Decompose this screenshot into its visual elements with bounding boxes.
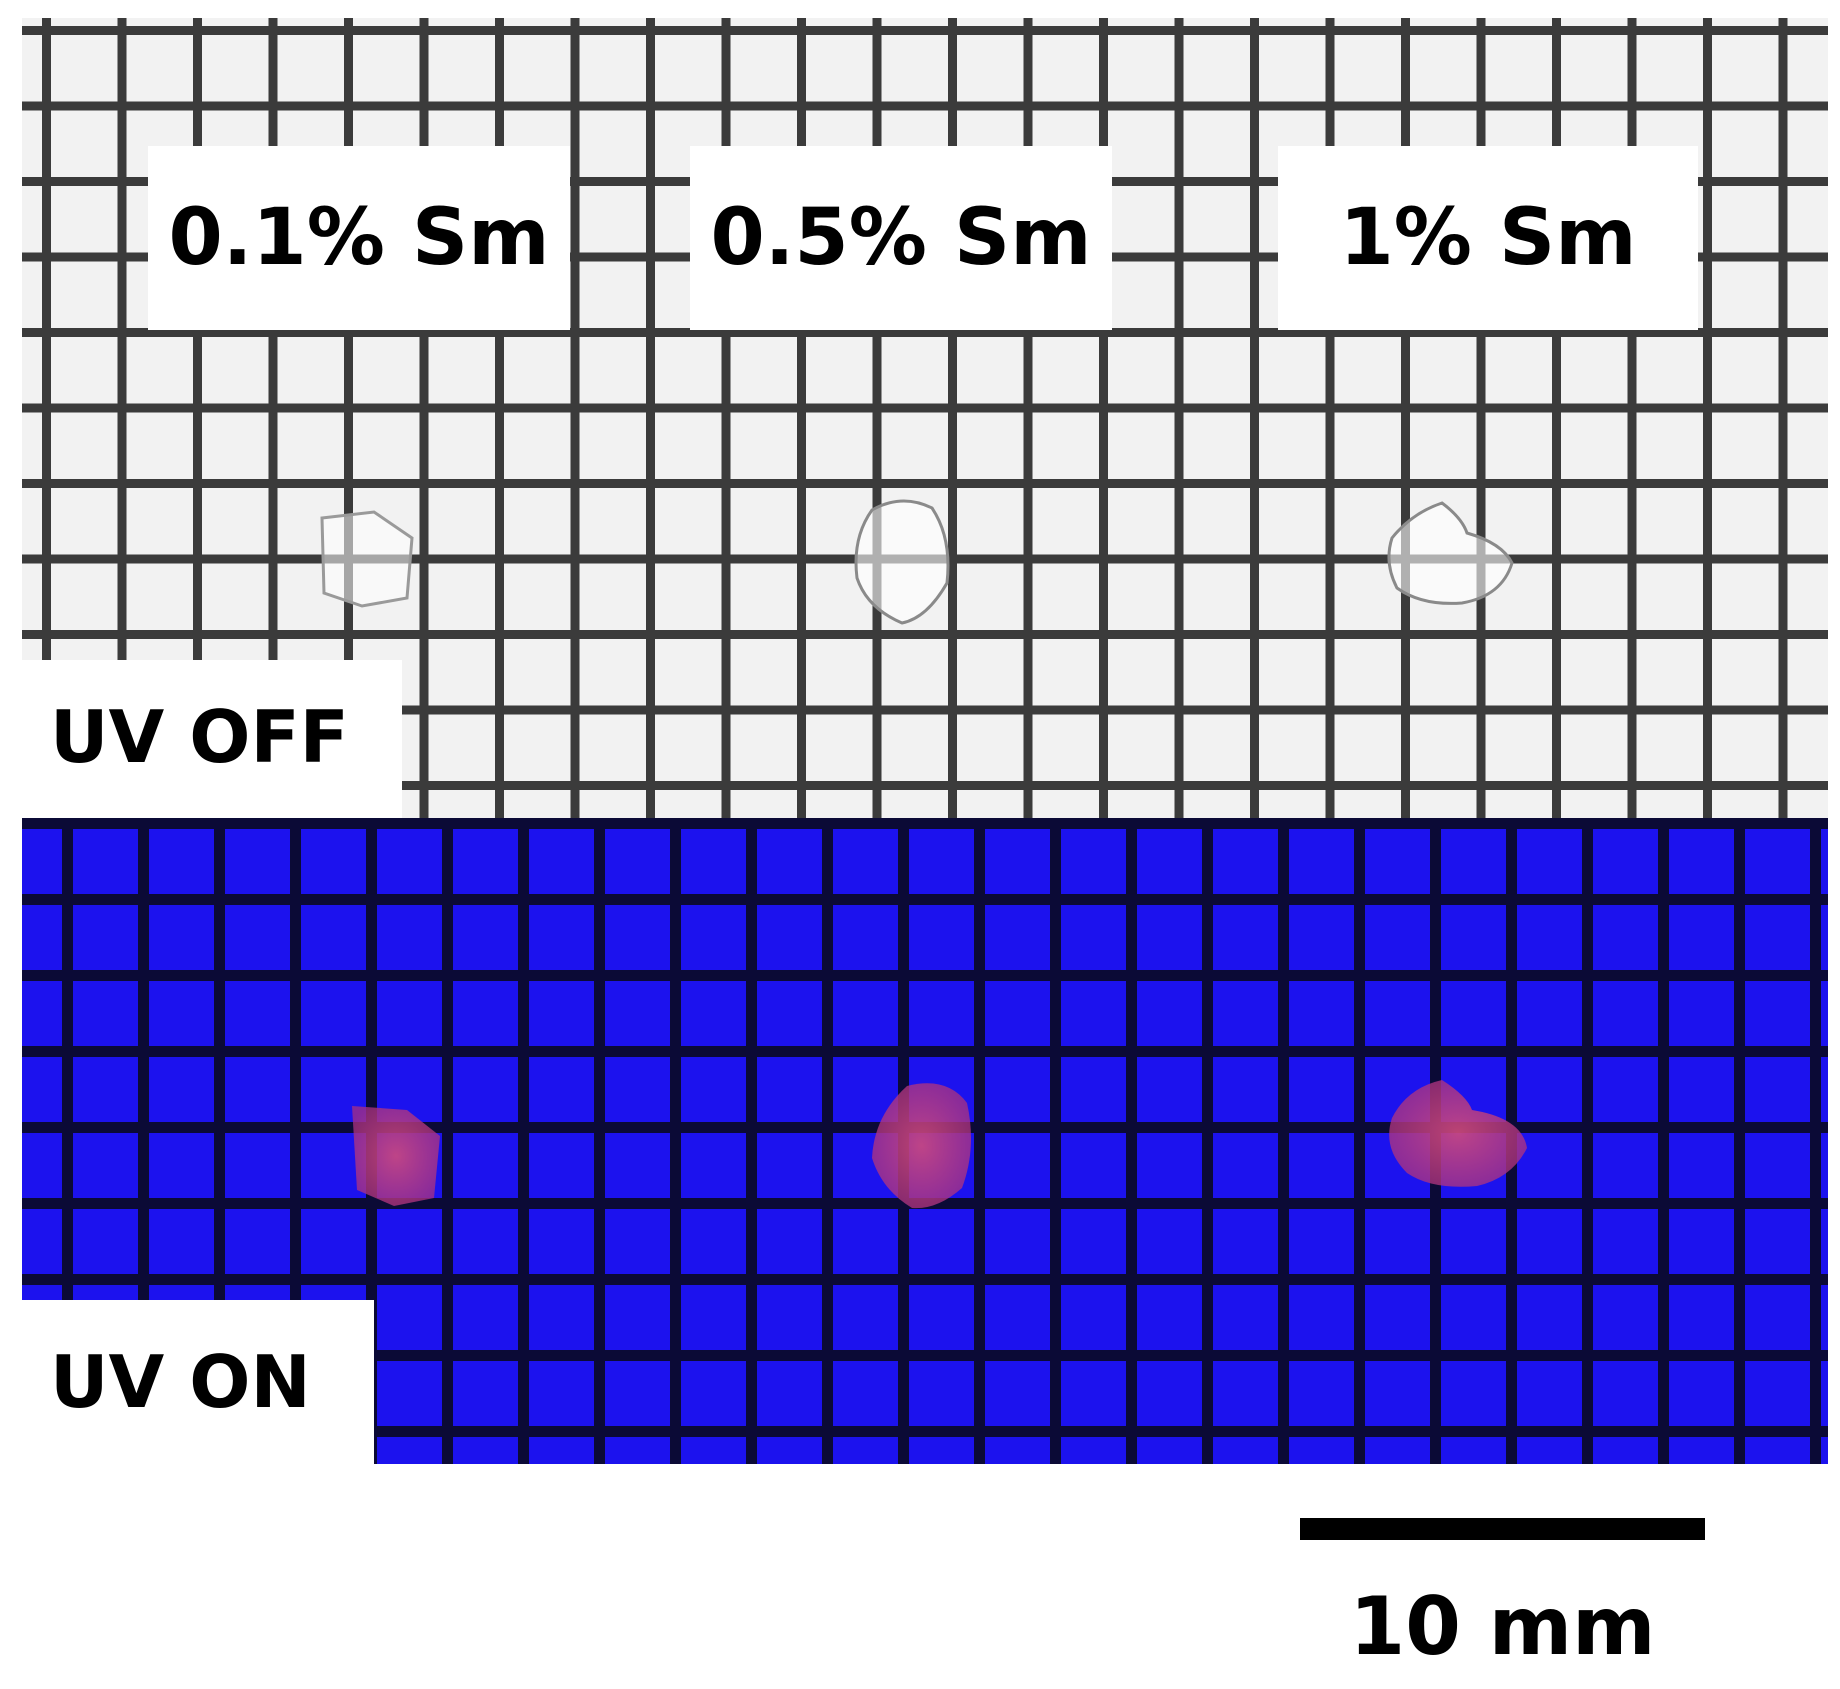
crystal-off-1 <box>320 510 414 608</box>
scale-bar <box>1300 1518 1705 1540</box>
crystal-on-3 <box>1389 1080 1527 1187</box>
uv-on-label-background <box>22 1300 374 1464</box>
uv-off-label-background <box>22 660 402 818</box>
sample-label-2: 0.5% Sm <box>710 193 1092 283</box>
crystal-off-3 <box>1387 501 1514 605</box>
uv-on-label: UV ON <box>50 1340 311 1424</box>
crystal-off-2 <box>854 499 950 625</box>
uv-on-crystals <box>352 1080 1527 1209</box>
sample-label-box-3: 1% Sm <box>1278 146 1698 330</box>
sample-label-box-2: 0.5% Sm <box>690 146 1112 330</box>
sample-label-box-1: 0.1% Sm <box>148 146 570 330</box>
crystal-on-1 <box>352 1106 440 1206</box>
crystal-on-2 <box>872 1083 971 1209</box>
scale-bar-label: 10 mm <box>1349 1580 1656 1673</box>
sample-label-1: 0.1% Sm <box>168 193 550 283</box>
sample-label-3: 1% Sm <box>1339 193 1637 283</box>
uv-off-crystals <box>320 499 1514 625</box>
uv-off-label: UV OFF <box>50 695 349 779</box>
